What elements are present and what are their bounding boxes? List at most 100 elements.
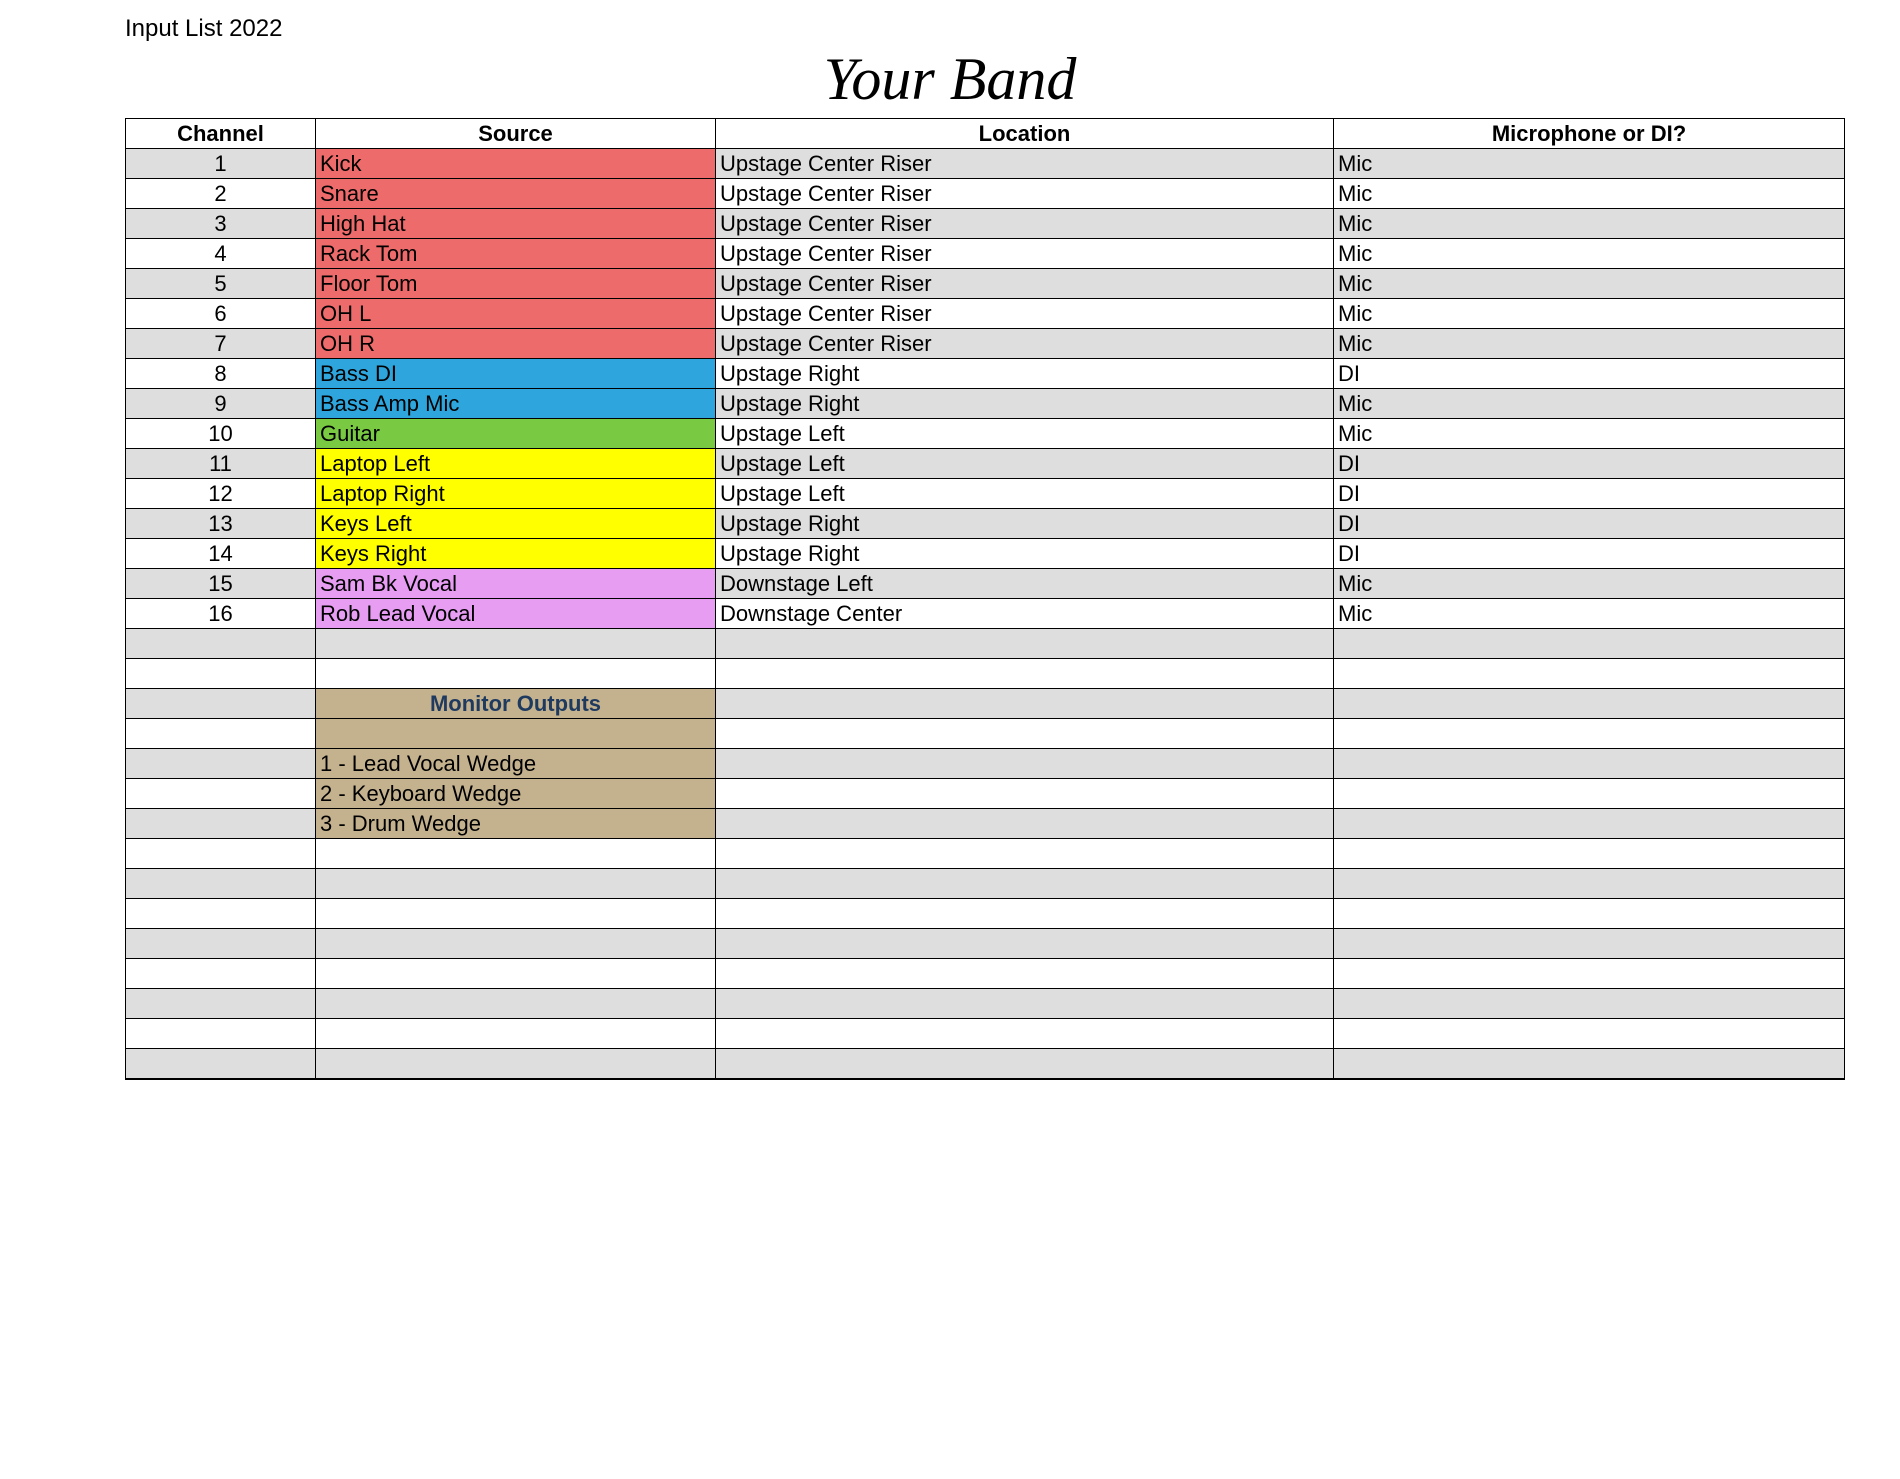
cell-source: 3 - Drum Wedge [316,809,716,839]
table-row: 5Floor TomUpstage Center RiserMic [126,269,1844,299]
cell-channel [126,749,316,779]
table-row: 3High HatUpstage Center RiserMic [126,209,1844,239]
cell-mic [1334,719,1844,749]
cell-channel [126,689,316,719]
cell-source [316,659,716,689]
cell-channel [126,809,316,839]
cell-source: High Hat [316,209,716,239]
cell-mic [1334,689,1844,719]
table-row: 14Keys RightUpstage RightDI [126,539,1844,569]
cell-location [716,719,1334,749]
cell-mic: DI [1334,509,1844,539]
cell-location: Upstage Right [716,359,1334,389]
input-list-sheet: Channel Source Location Microphone or DI… [125,118,1845,1080]
cell-location: Upstage Center Riser [716,179,1334,209]
cell-source: Keys Right [316,539,716,569]
cell-source [316,1019,716,1049]
cell-mic [1334,899,1844,929]
cell-source: Bass DI [316,359,716,389]
cell-location: Downstage Center [716,599,1334,629]
table-row [126,839,1844,869]
cell-source [316,869,716,899]
cell-channel: 2 [126,179,316,209]
cell-mic: Mic [1334,419,1844,449]
cell-source: 1 - Lead Vocal Wedge [316,749,716,779]
table-row [126,989,1844,1019]
cell-source [316,929,716,959]
cell-channel: 14 [126,539,316,569]
cell-channel [126,989,316,1019]
cell-mic: Mic [1334,329,1844,359]
cell-mic: Mic [1334,149,1844,179]
cell-location: Upstage Center Riser [716,149,1334,179]
table-row [126,1019,1844,1049]
cell-location [716,839,1334,869]
header-row: Channel Source Location Microphone or DI… [126,119,1844,149]
cell-location [716,1049,1334,1079]
cell-mic: Mic [1334,269,1844,299]
table-row: 10GuitarUpstage LeftMic [126,419,1844,449]
cell-location [716,899,1334,929]
cell-mic [1334,779,1844,809]
cell-source: Kick [316,149,716,179]
cell-channel [126,629,316,659]
table-row [126,959,1844,989]
cell-location [716,929,1334,959]
cell-channel: 5 [126,269,316,299]
cell-mic [1334,839,1844,869]
table-row: 1KickUpstage Center RiserMic [126,149,1844,179]
cell-channel: 10 [126,419,316,449]
cell-channel: 3 [126,209,316,239]
cell-channel: 15 [126,569,316,599]
cell-location [716,779,1334,809]
cell-channel: 6 [126,299,316,329]
cell-channel [126,1019,316,1049]
cell-channel: 13 [126,509,316,539]
cell-mic: DI [1334,479,1844,509]
cell-mic [1334,959,1844,989]
cell-mic [1334,869,1844,899]
cell-location: Downstage Left [716,569,1334,599]
cell-channel: 7 [126,329,316,359]
cell-channel: 12 [126,479,316,509]
cell-location: Upstage Center Riser [716,239,1334,269]
cell-mic: DI [1334,449,1844,479]
cell-channel: 4 [126,239,316,269]
table-row: 15Sam Bk VocalDownstage LeftMic [126,569,1844,599]
cell-mic [1334,629,1844,659]
cell-mic: Mic [1334,389,1844,419]
cell-source: Sam Bk Vocal [316,569,716,599]
cell-location [716,749,1334,779]
cell-mic: Mic [1334,599,1844,629]
cell-location: Upstage Left [716,479,1334,509]
table-row: 2 - Keyboard Wedge [126,779,1844,809]
cell-location: Upstage Center Riser [716,329,1334,359]
cell-mic: Mic [1334,239,1844,269]
cell-mic [1334,989,1844,1019]
cell-mic: DI [1334,359,1844,389]
cell-mic: Mic [1334,569,1844,599]
cell-mic [1334,1019,1844,1049]
table-row [126,929,1844,959]
table-row: 2SnareUpstage Center RiserMic [126,179,1844,209]
cell-channel [126,719,316,749]
table-row: 8Bass DIUpstage RightDI [126,359,1844,389]
table-row: 3 - Drum Wedge [126,809,1844,839]
cell-location: Upstage Center Riser [716,209,1334,239]
cell-source: Floor Tom [316,269,716,299]
table-row: 6OH LUpstage Center RiserMic [126,299,1844,329]
table-row: 12Laptop RightUpstage LeftDI [126,479,1844,509]
cell-source: Guitar [316,419,716,449]
table-row: 1 - Lead Vocal Wedge [126,749,1844,779]
cell-mic [1334,749,1844,779]
cell-channel: 8 [126,359,316,389]
cell-source: Laptop Left [316,449,716,479]
cell-source: OH R [316,329,716,359]
cell-mic [1334,809,1844,839]
cell-source: Laptop Right [316,479,716,509]
cell-source: OH L [316,299,716,329]
table-row [126,719,1844,749]
cell-location [716,869,1334,899]
cell-channel [126,869,316,899]
cell-mic: Mic [1334,209,1844,239]
